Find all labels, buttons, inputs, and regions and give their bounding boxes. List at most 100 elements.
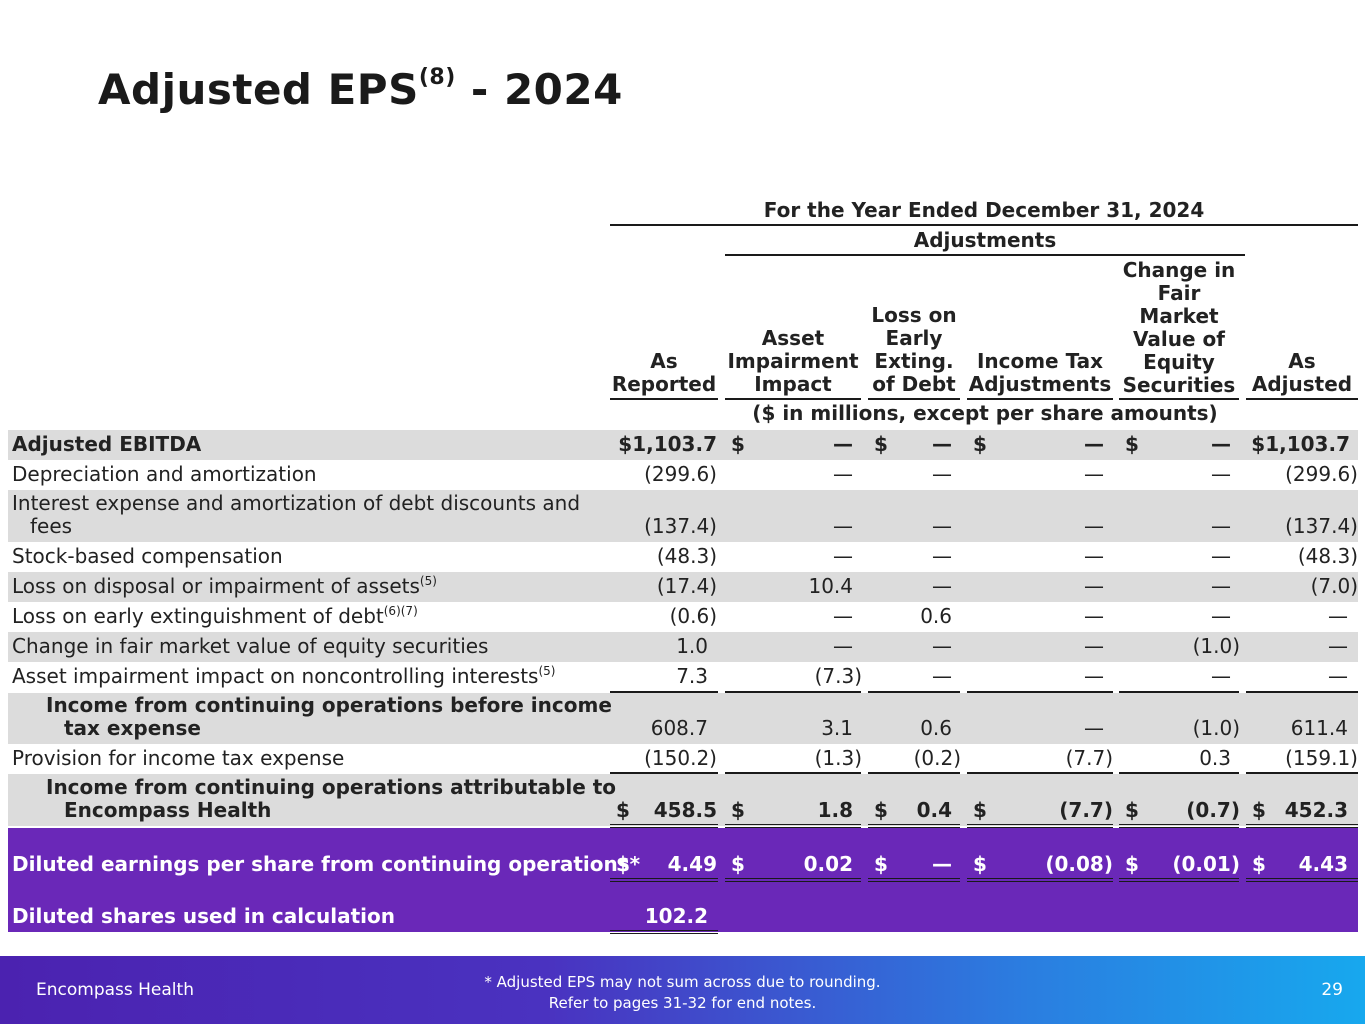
table-row: Asset impairment impact on noncontrollin…: [8, 662, 1358, 692]
row-label: Change in fair market value of equity se…: [12, 634, 489, 658]
subtotal-rule: [1119, 772, 1239, 774]
cell-equity-securities: —: [1211, 544, 1231, 568]
row-label: Interest expense and amortization of deb…: [12, 491, 581, 538]
col-rule: [1119, 398, 1239, 400]
footer-bar: Encompass Health * Adjusted EPS may not …: [0, 956, 1365, 1024]
cell-asset-impairment: 1.8: [817, 798, 853, 822]
dollar-sign: $: [973, 798, 987, 822]
cell-loss-early-exting: —: [932, 462, 952, 486]
cell-income-tax: —: [1084, 544, 1104, 568]
eps-rule: [1246, 878, 1358, 882]
cell-loss-early-exting: 0.4: [916, 798, 952, 822]
row-label: Stock-based compensation: [12, 544, 283, 568]
row-label: Adjusted EBITDA: [12, 432, 202, 456]
row-label: Provision for income tax expense: [12, 746, 345, 770]
total-rule: [610, 824, 718, 828]
cell-as-adjusted: 452.3: [1284, 798, 1348, 822]
cell-as-adjusted: 4.43: [1298, 852, 1348, 876]
cell-income-tax: —: [1084, 634, 1104, 658]
page-title: Adjusted EPS(8) - 2024: [98, 65, 623, 114]
dollar-sign: $: [874, 432, 888, 456]
dollar-sign: $: [616, 852, 630, 876]
row-label: Loss on disposal or impairment of assets…: [12, 574, 437, 598]
cell-income-tax: (0.08): [1045, 852, 1113, 876]
col-header-asset-impairment: Asset Impairment Impact: [727, 326, 859, 396]
footer-note: * Adjusted EPS may not sum across due to…: [484, 973, 881, 1012]
cell-loss-early-exting: 0.6: [920, 716, 952, 740]
cell-as-adjusted: (159.1): [1285, 746, 1358, 770]
adjustments-header: Adjustments: [913, 228, 1057, 252]
subtotal-rule: [1246, 772, 1358, 774]
cell-equity-securities: —: [1211, 514, 1231, 538]
eps-rule: [967, 878, 1113, 882]
col-header-equity-securities: Change in Fair Market Value of Equity Securit…: [1122, 258, 1236, 397]
cell-asset-impairment: 10.4: [808, 574, 853, 598]
col-rule: [868, 398, 960, 400]
cell-as-reported: 7.3: [676, 664, 708, 688]
subtotal-rule: [725, 691, 861, 693]
footer-brand: Encompass Health: [36, 980, 194, 1000]
dollar-sign: $: [1252, 798, 1266, 822]
cell-equity-securities: 0.3: [1199, 746, 1231, 770]
cell-loss-early-exting: —: [932, 544, 952, 568]
total-rule: [1246, 824, 1358, 828]
total-rule: [967, 824, 1113, 828]
subtotal-rule: [868, 691, 960, 693]
eps-rule: [610, 878, 718, 882]
cell-as-reported: (137.4): [644, 514, 717, 538]
dollar-sign: $: [1125, 798, 1139, 822]
eps-rule: [868, 878, 960, 882]
col-header-as-reported: As Reported: [611, 349, 717, 396]
eps-row: Diluted earnings per share from continui…: [8, 828, 1358, 882]
table-row: Interest expense and amortization of deb…: [8, 490, 1358, 542]
cell-as-reported: (17.4): [656, 574, 717, 598]
cell-as-reported: 458.5: [653, 798, 717, 822]
col-header-income-tax: Income Tax Adjustments: [968, 349, 1112, 396]
cell-as-reported: 4.49: [667, 852, 717, 876]
subtotal-rule: [868, 772, 960, 774]
table-row: Stock-based compensation (48.3) — — — — …: [8, 542, 1358, 572]
dollar-sign: $: [1252, 852, 1266, 876]
subtotal-rule: [610, 691, 718, 693]
col-rule: [1246, 398, 1358, 400]
total-rule: [868, 824, 960, 828]
total-rule: [1119, 824, 1239, 828]
cell-as-reported: $1,103.7: [618, 432, 717, 456]
cell-asset-impairment: (7.3): [814, 664, 862, 688]
shares-row: Diluted shares used in calculation 102.2: [8, 882, 1358, 932]
table-row: Change in fair market value of equity se…: [8, 632, 1358, 662]
period-header: For the Year Ended December 31, 2024: [763, 198, 1205, 222]
dollar-sign: $: [973, 432, 987, 456]
subtotal-rule: [967, 691, 1113, 693]
cell-loss-early-exting: —: [932, 432, 952, 456]
cell-loss-early-exting: —: [932, 574, 952, 598]
col-rule: [610, 398, 718, 400]
row-label: Loss on early extinguishment of debt(6)(…: [12, 604, 418, 628]
cell-equity-securities: —: [1211, 604, 1231, 628]
cell-loss-early-exting: (0.2): [913, 746, 961, 770]
cell-loss-early-exting: —: [932, 514, 952, 538]
table-row: Adjusted EBITDA $1,103.7 $ — $ — $ — $ —…: [8, 430, 1358, 460]
period-rule: [610, 224, 1358, 226]
cell-as-reported: (0.6): [669, 604, 717, 628]
cell-equity-securities: (0.7): [1186, 798, 1240, 822]
cell-income-tax: —: [1084, 664, 1104, 688]
cell-loss-early-exting: 0.6: [920, 604, 952, 628]
table-row: Loss on early extinguishment of debt(6)(…: [8, 602, 1358, 632]
dollar-sign: $: [1125, 432, 1139, 456]
cell-equity-securities: —: [1211, 664, 1231, 688]
table-row: Provision for income tax expense (150.2)…: [8, 744, 1358, 774]
units-note: ($ in millions, except per share amounts…: [752, 401, 1218, 425]
dollar-sign: $: [731, 432, 745, 456]
cell-as-adjusted: —: [1328, 634, 1348, 658]
col-rule: [967, 398, 1113, 400]
cell-asset-impairment: —: [833, 432, 853, 456]
eps-rule: [725, 878, 861, 882]
cell-loss-early-exting: —: [932, 664, 952, 688]
dollar-sign: $: [874, 798, 888, 822]
cell-as-reported: (150.2): [644, 746, 717, 770]
subtotal-rule: [1246, 691, 1358, 693]
page-number: 29: [1321, 980, 1343, 1000]
cell-equity-securities: (1.0): [1192, 716, 1240, 740]
cell-as-reported: 1.0: [676, 634, 708, 658]
